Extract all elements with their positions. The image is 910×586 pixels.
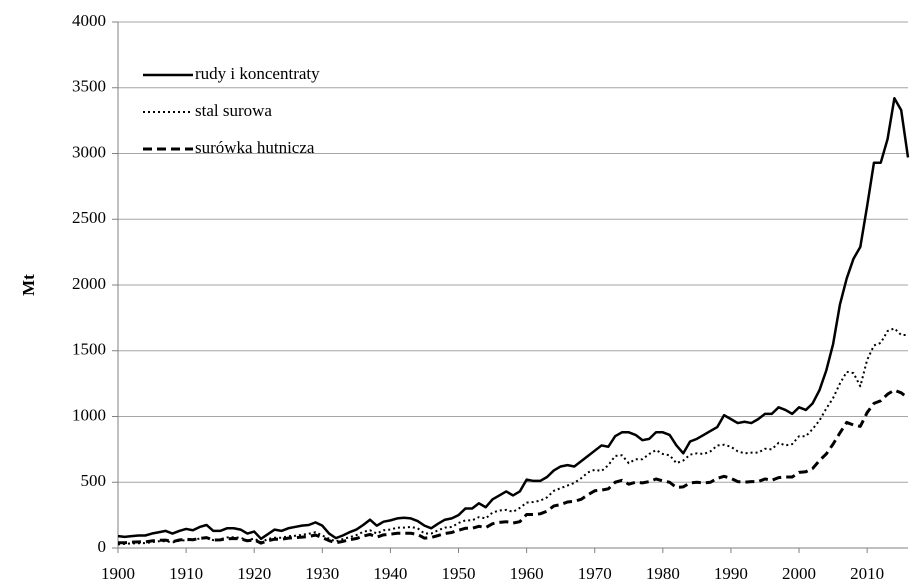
x-tick-label: 1920 xyxy=(237,564,271,583)
y-tick-label: 0 xyxy=(98,537,107,556)
y-axis-label: Mt xyxy=(19,274,38,296)
x-tick-label: 2000 xyxy=(782,564,816,583)
y-tick-label: 1500 xyxy=(72,340,106,359)
x-tick-label: 1910 xyxy=(169,564,203,583)
x-tick-label: 1940 xyxy=(373,564,407,583)
y-tick-label: 4000 xyxy=(72,11,106,30)
x-tick-label: 1900 xyxy=(101,564,135,583)
y-tick-label: 3500 xyxy=(72,77,106,96)
x-tick-label: 1980 xyxy=(646,564,680,583)
x-tick-label: 1950 xyxy=(442,564,476,583)
line xyxy=(118,388,909,545)
x-tick-label: 1960 xyxy=(510,564,544,583)
y-tick-label: 3000 xyxy=(72,142,106,161)
x-tick-label: 1970 xyxy=(578,564,612,583)
x-tick-label: 2010 xyxy=(850,564,884,583)
y-tick-label: 2500 xyxy=(72,208,106,227)
line xyxy=(117,97,910,541)
legend-label: surówka hutnicza xyxy=(195,138,315,157)
line xyxy=(117,327,908,546)
y-tick-label: 2000 xyxy=(72,274,106,293)
legend-label: rudy i koncentraty xyxy=(195,64,320,83)
y-tick-label: 1000 xyxy=(72,405,106,424)
x-tick-label: 1930 xyxy=(305,564,339,583)
x-tick-label: 1990 xyxy=(714,564,748,583)
y-tick-label: 500 xyxy=(81,471,107,490)
legend-label: stal surowa xyxy=(195,101,272,120)
